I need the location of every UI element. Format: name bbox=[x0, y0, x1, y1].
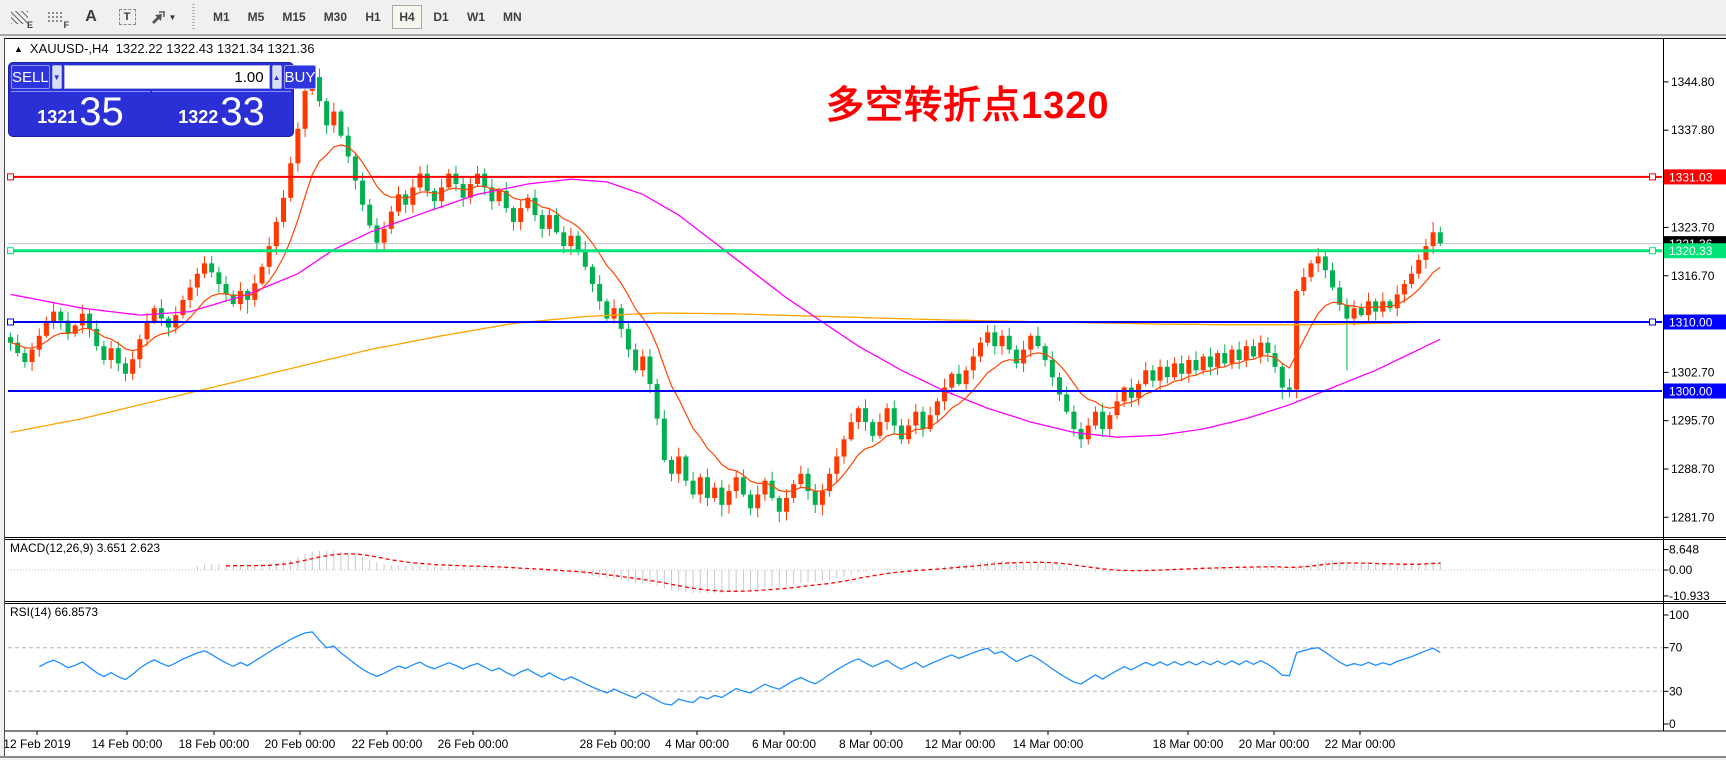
candles bbox=[8, 66, 1443, 523]
svg-text:14 Feb 00:00: 14 Feb 00:00 bbox=[92, 737, 163, 751]
collapse-triangle-icon[interactable]: ▲ bbox=[14, 43, 23, 54]
text-box-icon[interactable]: T bbox=[110, 3, 144, 31]
svg-text:-10.933: -10.933 bbox=[1669, 589, 1710, 603]
rsi-indicator-label: RSI(14) 66.8573 bbox=[10, 605, 99, 619]
svg-text:18 Mar 00:00: 18 Mar 00:00 bbox=[1153, 737, 1224, 751]
svg-text:8 Mar 00:00: 8 Mar 00:00 bbox=[839, 737, 903, 751]
svg-text:22 Feb 00:00: 22 Feb 00:00 bbox=[352, 737, 423, 751]
line-handle[interactable] bbox=[7, 173, 14, 181]
svg-text:1281.70: 1281.70 bbox=[1671, 510, 1715, 524]
timeframe-button-m1[interactable]: M1 bbox=[213, 10, 230, 24]
volume-input[interactable] bbox=[63, 65, 270, 89]
macd-signal-line bbox=[226, 553, 1441, 592]
chart-text-annotation: 多空转折点1320 bbox=[826, 85, 1110, 127]
svg-text:28 Feb 00:00: 28 Feb 00:00 bbox=[580, 737, 651, 751]
sell-button[interactable]: SELL bbox=[11, 65, 50, 89]
svg-text:1344.80: 1344.80 bbox=[1671, 75, 1715, 89]
timeframe-button-w1[interactable]: W1 bbox=[467, 10, 486, 24]
line-handle[interactable] bbox=[1649, 247, 1656, 255]
svg-text:14 Mar 00:00: 14 Mar 00:00 bbox=[1013, 737, 1084, 751]
svg-text:12 Feb 2019: 12 Feb 2019 bbox=[3, 737, 71, 751]
svg-text:20 Feb 00:00: 20 Feb 00:00 bbox=[265, 737, 336, 751]
timeframe-button-m15[interactable]: M15 bbox=[282, 10, 306, 24]
svg-text:1323.70: 1323.70 bbox=[1671, 220, 1715, 234]
line-handle[interactable] bbox=[1649, 318, 1656, 326]
svg-text:1337.80: 1337.80 bbox=[1671, 123, 1715, 137]
window-left-border bbox=[4, 38, 5, 756]
sell-price[interactable]: 1321 35 bbox=[11, 91, 150, 134]
one-click-trade-panel: SELL ▼ ▲ BUY 1321 35 1322 33 bbox=[8, 62, 317, 137]
buy-price-pips: 33 bbox=[220, 90, 265, 134]
line-handle[interactable] bbox=[7, 318, 14, 326]
svg-text:1300.00: 1300.00 bbox=[1669, 385, 1713, 399]
volume-increase-button[interactable]: ▲ bbox=[271, 65, 282, 89]
timeframe-button-mn[interactable]: MN bbox=[503, 10, 522, 24]
svg-text:6 Mar 00:00: 6 Mar 00:00 bbox=[752, 737, 816, 751]
draw-expert-icon[interactable]: E bbox=[2, 3, 36, 31]
volume-decrease-button[interactable]: ▼ bbox=[51, 65, 62, 89]
svg-text:22 Mar 00:00: 22 Mar 00:00 bbox=[1325, 737, 1396, 751]
sell-price-pips: 35 bbox=[79, 90, 124, 134]
svg-text:1316.70: 1316.70 bbox=[1671, 269, 1715, 283]
svg-text:30: 30 bbox=[1669, 684, 1683, 698]
window-bottom-border bbox=[0, 756, 1726, 758]
buy-price-integer: 1322 bbox=[178, 107, 219, 127]
svg-text:26 Feb 00:00: 26 Feb 00:00 bbox=[438, 737, 509, 751]
timeframe-button-h1[interactable]: H1 bbox=[365, 10, 381, 24]
timeframe-button-d1[interactable]: D1 bbox=[433, 10, 449, 24]
ohlc-values: 1322.22 1322.43 1321.34 1321.36 bbox=[115, 41, 315, 56]
buy-price[interactable]: 1322 33 bbox=[152, 91, 291, 134]
chart-title: ▲ XAUUSD-,H4 1322.22 1322.43 1321.34 132… bbox=[14, 41, 314, 56]
forecast-grid-icon[interactable]: F bbox=[38, 3, 72, 31]
macd-indicator-label: MACD(12,26,9) 3.651 2.623 bbox=[10, 541, 161, 555]
svg-text:0.00: 0.00 bbox=[1669, 563, 1693, 577]
timeframe-button-m5[interactable]: M5 bbox=[247, 10, 265, 24]
text-label-icon[interactable]: A bbox=[85, 8, 97, 25]
buy-button[interactable]: BUY bbox=[283, 65, 317, 89]
cursor-arrows-icon[interactable]: ▼ bbox=[146, 3, 180, 31]
toolbar: E F A T ▼ M1 M5 M15 M30 H1 H4 D1 W1 MN bbox=[0, 0, 1726, 36]
timeframe-button-m30[interactable]: M30 bbox=[323, 10, 348, 24]
symbol-timeframe-label: XAUUSD-,H4 bbox=[29, 41, 109, 56]
svg-text:12 Mar 00:00: 12 Mar 00:00 bbox=[925, 737, 996, 751]
svg-text:0: 0 bbox=[1669, 717, 1676, 731]
sell-price-integer: 1321 bbox=[37, 107, 78, 127]
macd-histogram bbox=[196, 550, 1441, 594]
svg-text:1310.00: 1310.00 bbox=[1669, 316, 1713, 330]
svg-text:4 Mar 00:00: 4 Mar 00:00 bbox=[665, 737, 729, 751]
svg-text:1302.70: 1302.70 bbox=[1671, 365, 1715, 379]
timeframe-button-h4[interactable]: H4 bbox=[392, 5, 423, 29]
svg-text:100: 100 bbox=[1669, 608, 1689, 622]
svg-text:20 Mar 00:00: 20 Mar 00:00 bbox=[1239, 737, 1310, 751]
time-axis[interactable]: 12 Feb 2019 14 Feb 00:00 18 Feb 00:00 20 Fe… bbox=[3, 731, 1396, 751]
svg-text:1295.70: 1295.70 bbox=[1671, 414, 1715, 428]
svg-text:1331.03: 1331.03 bbox=[1669, 170, 1713, 184]
line-handle[interactable] bbox=[1649, 173, 1656, 181]
svg-text:1288.70: 1288.70 bbox=[1671, 462, 1715, 476]
svg-text:8.648: 8.648 bbox=[1669, 543, 1699, 557]
svg-text:70: 70 bbox=[1669, 641, 1683, 655]
rsi-line bbox=[38, 631, 1441, 706]
line-handle[interactable] bbox=[7, 247, 14, 255]
toolbar-separator bbox=[190, 4, 198, 30]
svg-text:18 Feb 00:00: 18 Feb 00:00 bbox=[179, 737, 250, 751]
svg-text:1320.33: 1320.33 bbox=[1669, 244, 1713, 258]
